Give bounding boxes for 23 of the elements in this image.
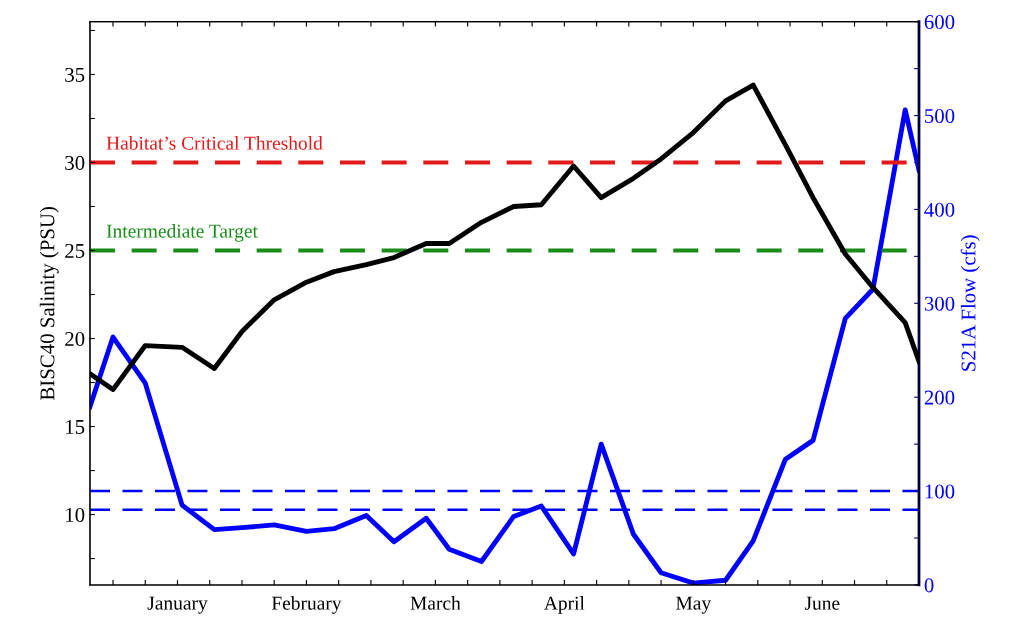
y2-tick-label: 400 bbox=[924, 202, 955, 217]
x-tick-label: March bbox=[410, 596, 461, 610]
y-tick-label: 15 bbox=[66, 420, 85, 434]
y2-tick-label: 200 bbox=[924, 390, 955, 405]
y-axis-title: BISC40 Salinity (PSU) bbox=[39, 206, 59, 400]
x-tick-label: May bbox=[676, 596, 712, 614]
y2-tick-label: 500 bbox=[925, 108, 955, 123]
y-tick-label: 35 bbox=[65, 67, 85, 82]
x-tick-label: January bbox=[147, 596, 208, 614]
y2-tick-label: 100 bbox=[925, 484, 955, 499]
y-tick-label: 20 bbox=[65, 331, 85, 346]
x-tick-label: April bbox=[544, 596, 585, 614]
y2-axis-title: S21A Flow (cfs) bbox=[960, 235, 980, 371]
ref-line-label: Habitat’s Critical Threshold bbox=[106, 136, 323, 150]
x-tick-label: June bbox=[804, 596, 840, 610]
y2-tick-label: 300 bbox=[924, 296, 955, 311]
y2-tick-label: 600 bbox=[924, 15, 955, 30]
y-tick-label: 10 bbox=[66, 507, 85, 522]
y-tick-label: 25 bbox=[65, 243, 85, 258]
y-tick-label: 30 bbox=[65, 155, 85, 170]
ref-line-label: Intermediate Target bbox=[106, 224, 258, 242]
y2-tick-label: 0 bbox=[924, 578, 934, 593]
x-tick-label: February bbox=[271, 596, 342, 614]
